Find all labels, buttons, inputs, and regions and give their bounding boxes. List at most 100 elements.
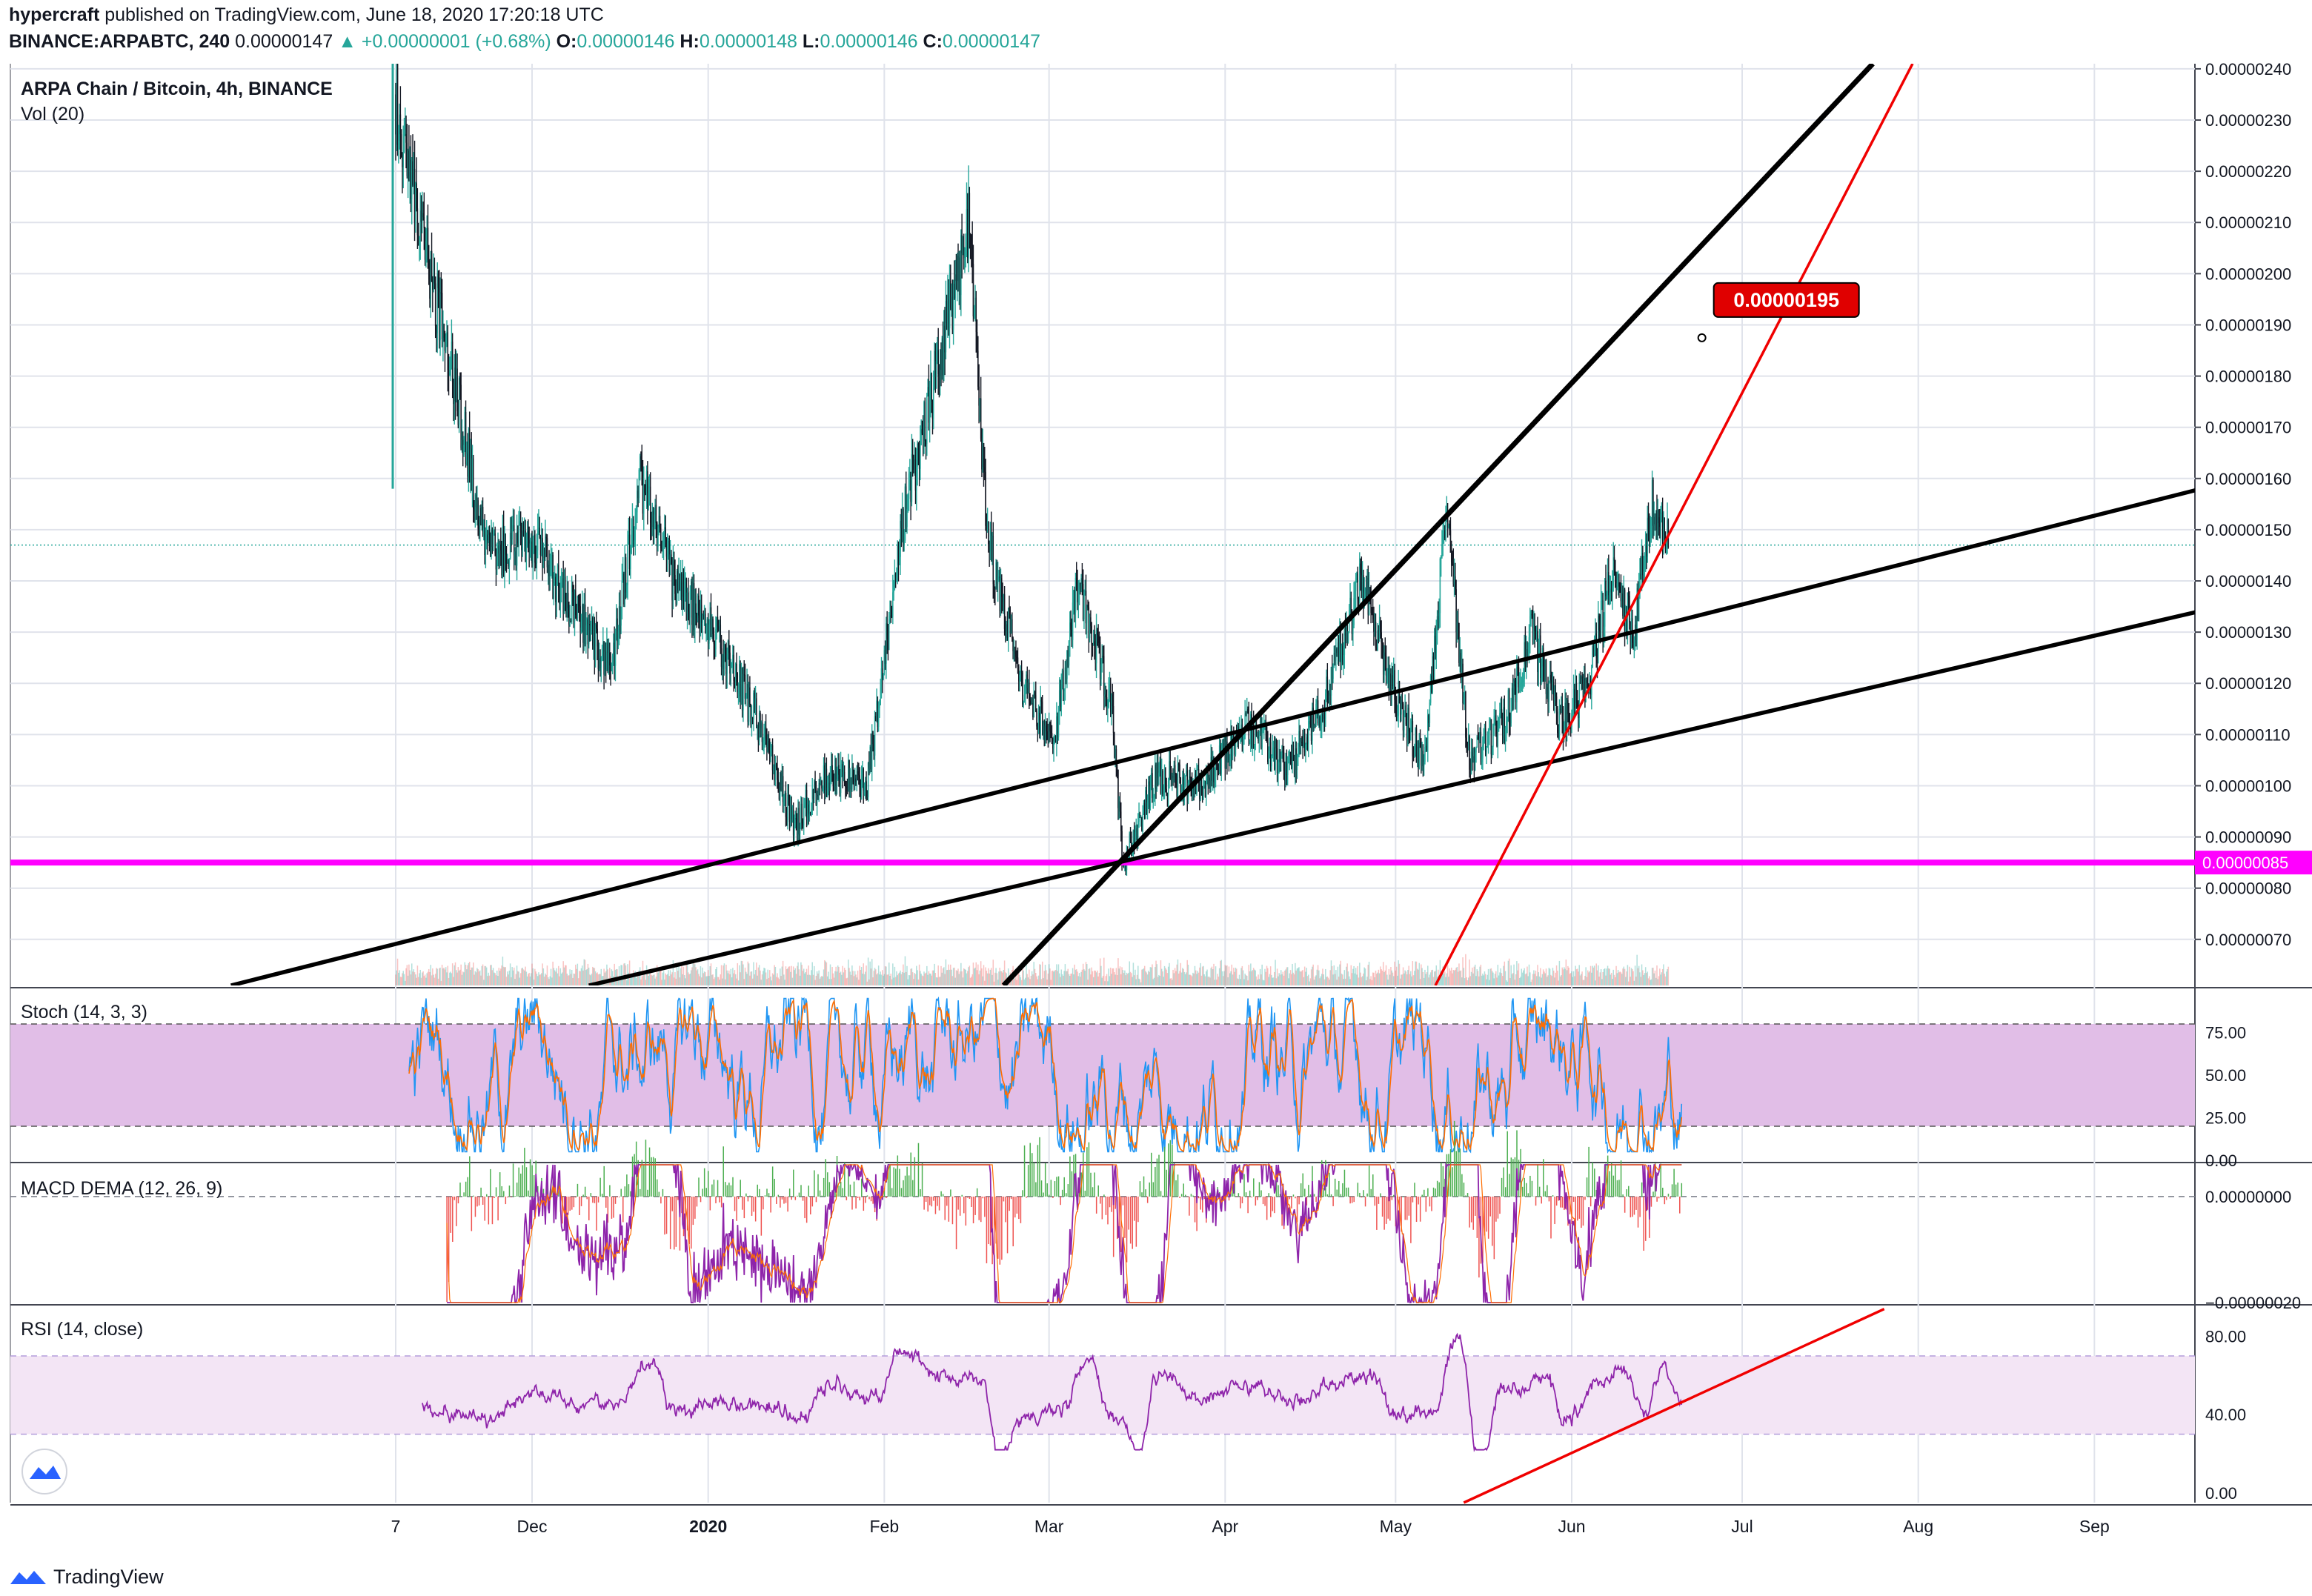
candle-body [627, 544, 628, 585]
trendline-red-steep[interactable] [1434, 64, 1914, 985]
target-price-badge[interactable] [1713, 282, 1860, 318]
volume-bar [1576, 968, 1578, 985]
candle-body [1616, 583, 1618, 587]
candle-body [1479, 731, 1481, 741]
volume-bar [905, 971, 907, 985]
tradingview-logo-icon[interactable] [9, 1566, 47, 1587]
author-name[interactable]: hypercraft [9, 4, 100, 25]
candle-body [1356, 573, 1358, 579]
candle-body [1001, 578, 1003, 597]
volume-bar [1450, 967, 1452, 985]
volume-bar [1653, 973, 1655, 985]
tradingview-watermark-icon[interactable] [21, 1449, 67, 1494]
candle-body [1077, 583, 1078, 602]
volume-bar [1166, 973, 1169, 985]
candle-body [1494, 715, 1496, 716]
volume-bar [580, 968, 582, 985]
volume-bar [1424, 969, 1426, 985]
candle-body [1574, 689, 1575, 708]
candle-body [671, 554, 672, 565]
candle-body [1410, 731, 1412, 740]
candle-body [1097, 634, 1099, 642]
candle-body [811, 808, 812, 814]
volume-bar [504, 967, 505, 985]
volume-bar [1065, 971, 1067, 985]
candle-body [685, 578, 686, 585]
candle-body [1421, 751, 1423, 765]
trend-drawings[interactable]: 0.00000195 [10, 64, 2242, 1504]
volume-bar [968, 967, 969, 985]
candle-body [1069, 622, 1071, 642]
anchor-point-icon[interactable] [1697, 333, 1707, 342]
candle-body [417, 235, 419, 246]
volume-bar [1419, 979, 1421, 985]
candle-body [526, 531, 528, 547]
candle-body [866, 781, 867, 797]
candle-body [1469, 736, 1470, 770]
volume-bar [877, 973, 879, 985]
candle-body [596, 624, 597, 629]
candle-body [546, 538, 548, 568]
candle-body [774, 764, 777, 781]
volume-bar [1224, 965, 1226, 985]
candle-body [1325, 693, 1326, 719]
candle-body [1186, 770, 1188, 800]
volume-bar [1051, 971, 1053, 985]
volume-bar [1667, 966, 1670, 985]
volume-bar [1461, 977, 1463, 985]
volume-bar [1163, 977, 1165, 985]
candle-body [1351, 617, 1353, 634]
candle-body [831, 765, 833, 773]
volume-bar [794, 970, 795, 985]
candle-body [946, 301, 948, 323]
trendline-lower-channel[interactable] [588, 602, 2242, 985]
volume-bar [1265, 971, 1267, 985]
volume-bar [1404, 970, 1406, 985]
volume-bar [1121, 967, 1123, 985]
volume-bar [419, 973, 420, 985]
candle-body [1157, 762, 1159, 778]
volume-bar [1085, 962, 1087, 985]
candle-body [1656, 510, 1658, 531]
candle-body [1612, 557, 1614, 586]
candle-body [568, 608, 570, 625]
volume-bar [676, 966, 678, 985]
volume-bar [1037, 979, 1039, 985]
candle-body [1271, 756, 1272, 767]
volume-bar [1046, 980, 1048, 985]
volume-bar [1031, 971, 1033, 985]
candle-body [577, 596, 579, 598]
candle-body [1009, 608, 1010, 610]
candle-body [745, 698, 747, 699]
candle-body [1318, 716, 1320, 724]
rsi-trendline[interactable] [1463, 1308, 1885, 1504]
volume-bar [1020, 977, 1022, 985]
volume-bar [1367, 965, 1369, 985]
volume-bar [1017, 968, 1019, 985]
volume-bar [1521, 968, 1523, 985]
candle-body [682, 573, 683, 601]
volume-bar [705, 976, 707, 985]
candle-body [1623, 589, 1625, 616]
candle-body [1354, 591, 1356, 599]
volume-bar [1395, 970, 1397, 985]
candle-body [1613, 557, 1615, 561]
volume-bar [1142, 969, 1143, 985]
candle-body [1395, 699, 1397, 704]
volume-bar [1026, 974, 1029, 985]
candle-body [1418, 742, 1421, 768]
candle-body [611, 665, 613, 671]
volume-bar [1605, 975, 1607, 985]
candle-body [592, 618, 594, 646]
candle-body [433, 276, 434, 290]
trendline-rising-thick[interactable] [1001, 64, 1875, 985]
candle-body [906, 509, 908, 528]
candle-body [1148, 781, 1149, 802]
volume-bar [662, 972, 664, 985]
volume-bar [1088, 968, 1090, 985]
volume-bar [697, 969, 699, 985]
volume-bar [1548, 968, 1550, 985]
trendline-upper-channel[interactable] [230, 479, 2242, 985]
y-tick-label: 0.00000100 [2205, 777, 2291, 795]
